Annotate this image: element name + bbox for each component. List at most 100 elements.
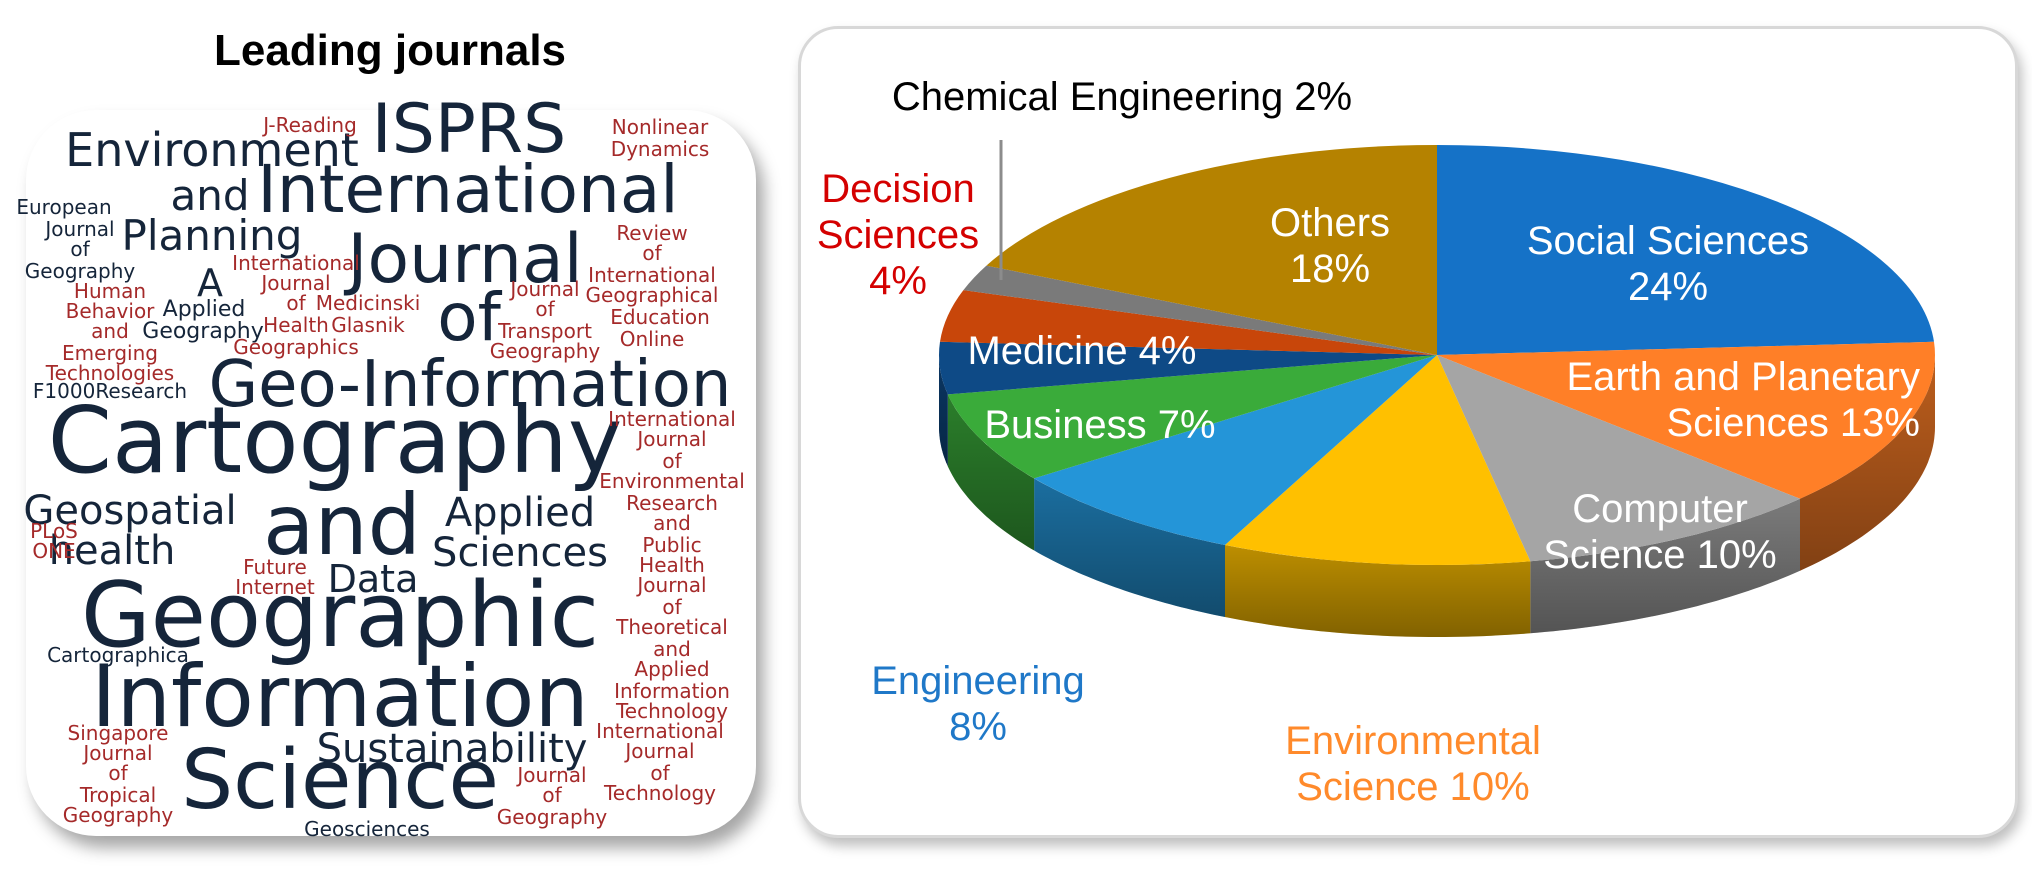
pie-side-shading xyxy=(1530,498,1800,634)
cloud-word: Technology xyxy=(615,699,728,723)
cloud-word: F1000Research xyxy=(33,379,187,403)
cloud-word: Health xyxy=(263,313,329,337)
cloud-word: Technology xyxy=(603,781,716,805)
cloud-word: Journal xyxy=(515,763,586,787)
pie-label-line: Business 7% xyxy=(984,403,1215,447)
pie-label-social-sciences: Social Sciences 24% xyxy=(1527,219,1809,309)
cloud-word: Environmental xyxy=(599,469,745,493)
word-cloud: ISPRSEnvironmentInternationalandPlanning… xyxy=(16,90,745,841)
pie-label-computer-science: Computer Science 10% xyxy=(1543,487,1776,577)
pie-label-line: Engineering xyxy=(871,659,1085,703)
cloud-word: of xyxy=(535,297,555,321)
cloud-word: Cartography xyxy=(48,387,623,494)
pie-slice-business xyxy=(947,355,1437,479)
pie-sides xyxy=(939,355,1935,637)
cloud-word: Applied xyxy=(445,490,595,536)
cloud-word: Internet xyxy=(235,575,315,599)
cloud-word: Journal xyxy=(43,217,114,241)
cloud-word: Singapore xyxy=(68,721,169,745)
cloud-word: and xyxy=(653,637,691,661)
cloud-word: Sciences xyxy=(432,530,608,576)
pie-tops xyxy=(939,145,1935,566)
pie-label-line: 4% xyxy=(869,259,927,303)
cloud-word: International xyxy=(588,263,716,287)
pie-label-line: Science 10% xyxy=(1543,533,1776,577)
cloud-word: A xyxy=(197,261,223,305)
pie-side-shading xyxy=(1034,478,1225,617)
cloud-word: Information xyxy=(614,679,730,703)
cloud-word: Medicinski xyxy=(316,291,421,315)
cloud-word: Future xyxy=(243,555,307,579)
cloud-word: Geography xyxy=(25,259,136,283)
pie-side-shading xyxy=(1800,355,1935,571)
pie-slice-environmental-science xyxy=(1225,355,1531,566)
pie-label-line: 8% xyxy=(949,705,1007,749)
cloud-word: Journal xyxy=(635,573,706,597)
word-cloud-panel xyxy=(26,110,756,836)
cloud-word: Journal xyxy=(508,277,579,301)
pie-label-line: Medicine 4% xyxy=(967,329,1196,373)
pie-slice-computer-science xyxy=(1437,355,1800,562)
cloud-word: Dynamics xyxy=(611,137,710,161)
cloud-word: and xyxy=(263,476,421,574)
pie-label-line: 18% xyxy=(1290,247,1370,291)
cloud-word: Transport xyxy=(497,319,592,343)
cloud-word: Glasnik xyxy=(331,313,405,337)
cloud-word: Planning xyxy=(122,211,303,260)
cloud-word: Science xyxy=(181,733,499,828)
cloud-word: Geographical xyxy=(586,283,719,307)
cloud-word: and xyxy=(91,319,129,343)
cloud-word: Geography xyxy=(142,319,263,344)
cloud-word: of xyxy=(437,279,502,356)
pie-side-shading xyxy=(947,394,1035,551)
pie-label-line: Others xyxy=(1270,201,1390,245)
pie-label-line: Social Sciences xyxy=(1527,219,1809,263)
cloud-word: ISPRS xyxy=(372,90,567,169)
pie-label-environmental-science: Environmental Science 10% xyxy=(1285,719,1541,809)
cloud-word: J-Reading xyxy=(261,113,357,137)
pie-slice-earth-and-planetary-sciences xyxy=(1437,341,1935,499)
pie-label-engineering: Engineering 8% xyxy=(871,659,1085,749)
cloud-word: of xyxy=(108,761,128,785)
cloud-word: Cartographica xyxy=(47,643,189,667)
pie-label-line: Chemical Engineering 2% xyxy=(892,75,1352,119)
cloud-word: Geography xyxy=(490,339,601,363)
cloud-word: Journal xyxy=(623,739,694,763)
cloud-word: Geographics xyxy=(233,335,359,359)
cloud-word: Geography xyxy=(497,805,608,829)
cloud-word: Review xyxy=(616,221,687,245)
cloud-word: of xyxy=(662,449,682,473)
pie-label-others: Others 18% xyxy=(1270,201,1390,291)
pie-label-line: Environmental xyxy=(1285,719,1541,763)
cloud-word: PLoS xyxy=(30,519,78,543)
cloud-word: ONE xyxy=(32,539,75,563)
cloud-word: of xyxy=(642,241,662,265)
cloud-word: and xyxy=(653,511,691,535)
pie-label-business: Business 7% xyxy=(984,403,1215,447)
pie-label-line: Earth and Planetary xyxy=(1566,355,1920,399)
cloud-word: Nonlinear xyxy=(612,115,709,139)
cloud-word: Information xyxy=(91,647,589,747)
cloud-word: of xyxy=(70,237,90,261)
cloud-word: Journal xyxy=(635,427,706,451)
cloud-word: health xyxy=(49,528,176,574)
cloud-word: Behavior xyxy=(66,299,156,323)
pie-label-chemical-engineering: Chemical Engineering 2% xyxy=(892,75,1352,119)
cloud-word: Technologies xyxy=(45,361,174,385)
pie-side-shading xyxy=(1225,545,1531,637)
cloud-word: Geo-Information xyxy=(209,348,732,422)
cloud-word: Environment xyxy=(65,123,359,177)
cloud-word: Research xyxy=(626,491,718,515)
cloud-word: Geography xyxy=(63,803,174,827)
cloud-word: Data xyxy=(328,557,419,601)
pie-label-line: Science 10% xyxy=(1296,765,1529,809)
pie-slice-social-sciences xyxy=(1437,145,1934,355)
cloud-word: of xyxy=(662,595,682,619)
left-title: Leading journals xyxy=(213,26,567,75)
cloud-word: of xyxy=(650,761,670,785)
pie-label-line: Sciences 13% xyxy=(1667,401,1920,445)
cloud-word: International xyxy=(257,151,678,228)
cloud-word: Journal xyxy=(81,741,152,765)
cloud-word: Public xyxy=(642,533,701,557)
